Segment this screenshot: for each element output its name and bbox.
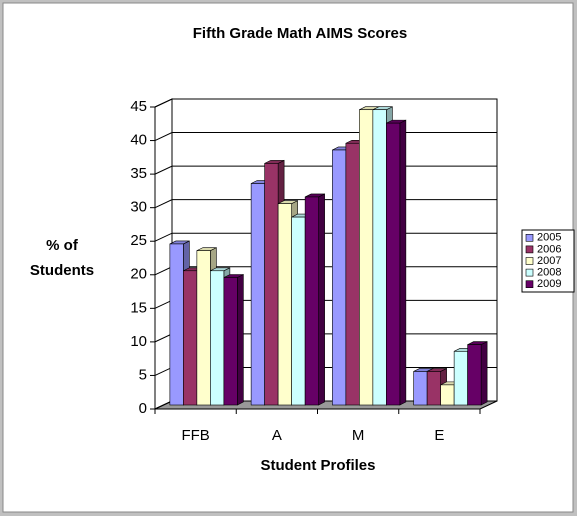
y-tick-label: 15 [130, 299, 147, 316]
bar [210, 270, 225, 406]
legend-swatch [525, 245, 534, 254]
y-axis-label: Students [30, 262, 94, 279]
y-tick-label: 30 [130, 199, 147, 216]
y-tick-label: 10 [130, 333, 147, 350]
bar [372, 109, 387, 406]
bar [426, 371, 441, 406]
legend-label: 2005 [537, 232, 561, 244]
bar-side [480, 341, 488, 406]
bar [453, 351, 468, 406]
legend-label: 2009 [537, 278, 561, 290]
y-axis-label: % of [46, 237, 79, 254]
side-wall [154, 98, 173, 410]
y-tick-label: 5 [139, 366, 147, 383]
bar [277, 203, 292, 406]
legend-swatch [525, 268, 534, 277]
x-tick-label: M [352, 427, 365, 444]
y-tick-label: 45 [130, 98, 147, 115]
x-tick-label: E [434, 427, 444, 444]
y-tick-label: 25 [130, 232, 147, 249]
legend-swatch [525, 280, 534, 289]
bar [169, 243, 184, 406]
bar [196, 250, 211, 406]
bar [345, 142, 360, 406]
bar [440, 384, 455, 406]
legend-swatch [525, 234, 534, 242]
x-axis-label: Student Profiles [260, 457, 375, 474]
bar [332, 149, 347, 406]
bar [304, 196, 319, 406]
bar [250, 183, 265, 406]
bar [359, 109, 374, 406]
bar [264, 163, 279, 406]
bar-side [318, 193, 325, 406]
y-tick-label: 0 [139, 400, 147, 417]
bar [183, 270, 198, 406]
legend-label: 2008 [537, 267, 561, 279]
bar [291, 216, 306, 406]
bar [467, 344, 482, 406]
legend-label: 2006 [537, 243, 561, 255]
bar [223, 277, 238, 406]
y-tick-label: 40 [130, 132, 147, 149]
y-tick-label: 20 [130, 266, 147, 283]
grid-line [154, 98, 497, 108]
legend-swatch [525, 257, 534, 265]
y-tick-label: 35 [130, 165, 147, 182]
bar [386, 122, 401, 406]
legend-label: 2007 [537, 255, 561, 267]
bar-side [237, 274, 244, 406]
bar [413, 371, 428, 406]
bar-side [399, 119, 407, 406]
x-tick-label: FFB [181, 427, 209, 444]
x-tick-label: A [272, 427, 282, 444]
chart-title: Fifth Grade Math AIMS Scores [193, 25, 407, 42]
